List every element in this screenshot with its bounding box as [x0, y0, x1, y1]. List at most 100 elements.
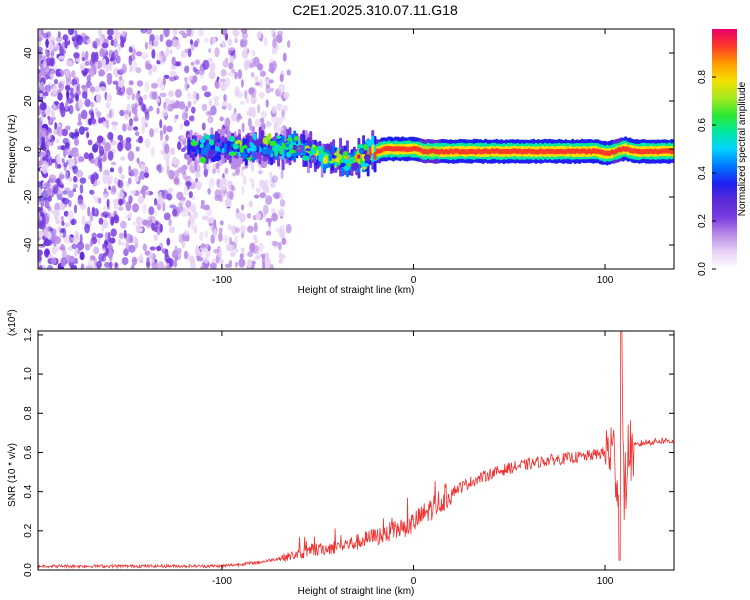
- noise-speckle: [61, 248, 67, 259]
- noise-speckle: [117, 43, 122, 52]
- ridge-cell: [534, 149, 538, 155]
- noise-speckle: [87, 258, 94, 266]
- noise-speckle: [117, 179, 124, 189]
- ridge-cell: [640, 149, 644, 155]
- noise-speckle: [111, 161, 117, 166]
- ridge-cell: [507, 148, 510, 155]
- ridge-cell: [221, 147, 225, 154]
- noise-speckle: [44, 200, 50, 209]
- noise-speckle: [66, 60, 73, 67]
- noise-speckle: [38, 206, 43, 212]
- noise-speckle: [106, 174, 114, 184]
- noise-speckle: [279, 199, 286, 207]
- noise-speckle: [137, 195, 144, 205]
- noise-speckle: [79, 233, 83, 244]
- noise-speckle: [159, 119, 163, 129]
- noise-speckle: [184, 65, 190, 74]
- noise-speckle: [58, 203, 66, 209]
- ridge-cell: [355, 154, 359, 162]
- ridge-cell: [442, 149, 446, 155]
- noise-speckle: [114, 49, 119, 59]
- noise-speckle: [102, 173, 109, 184]
- noise-speckle: [265, 99, 269, 108]
- noise-speckle: [269, 171, 273, 179]
- noise-speckle: [57, 92, 63, 101]
- noise-speckle: [81, 84, 86, 90]
- noise-speckle: [73, 184, 78, 189]
- noise-speckle: [268, 66, 275, 73]
- spectrogram-x-axis: -100 0 100: [212, 29, 614, 286]
- ridge-cell: [217, 145, 221, 153]
- noise-speckle: [207, 57, 213, 63]
- noise-speckle: [276, 116, 283, 126]
- noise-speckle: [231, 225, 237, 236]
- ridge-cell: [543, 149, 547, 155]
- noise-speckle: [60, 243, 65, 250]
- ridge-blob: [203, 134, 211, 140]
- noise-speckle: [146, 189, 150, 196]
- noise-speckle: [136, 51, 143, 57]
- noise-speckle: [278, 208, 285, 217]
- ridge-cell: [362, 153, 365, 161]
- y-tick-label: 0.6: [23, 445, 34, 459]
- noise-speckle: [76, 89, 82, 96]
- noise-speckle: [223, 179, 231, 190]
- ridge-cell: [532, 149, 536, 155]
- noise-speckle: [254, 194, 260, 199]
- noise-speckle: [237, 113, 241, 118]
- noise-speckle: [93, 246, 100, 255]
- noise-speckle: [233, 107, 237, 114]
- ridge-blob: [261, 149, 270, 154]
- noise-speckle: [94, 86, 100, 93]
- noise-speckle: [60, 257, 66, 268]
- noise-speckle: [153, 127, 159, 134]
- noise-speckle: [91, 232, 97, 240]
- noise-speckle: [181, 112, 188, 121]
- noise-speckle: [97, 180, 101, 186]
- noise-speckle: [48, 156, 53, 166]
- noise-speckle: [144, 138, 151, 149]
- noise-speckle: [45, 57, 53, 66]
- noise-speckle: [237, 69, 243, 80]
- noise-speckle: [278, 241, 282, 251]
- noise-speckle: [276, 103, 283, 111]
- noise-speckle: [149, 91, 156, 100]
- ridge-cell: [415, 146, 418, 152]
- noise-speckle: [269, 182, 276, 188]
- noise-speckle: [265, 195, 273, 205]
- ridge-cell: [419, 147, 423, 153]
- ridge-cell: [479, 149, 483, 155]
- noise-speckle: [169, 127, 173, 132]
- noise-speckle: [272, 31, 276, 42]
- noise-speckle: [63, 162, 68, 168]
- noise-speckle: [280, 115, 286, 120]
- ridge-cell: [228, 141, 232, 147]
- noise-speckle: [60, 215, 64, 222]
- ridge-cell: [265, 144, 269, 151]
- noise-speckle: [76, 170, 84, 178]
- noise-speckle: [258, 78, 263, 88]
- noise-speckle: [259, 192, 267, 199]
- noise-speckle: [162, 77, 166, 86]
- ridge-cell: [474, 149, 478, 155]
- ridge-cell: [663, 148, 667, 154]
- ridge-cell: [610, 149, 614, 155]
- noise-speckle: [184, 81, 189, 92]
- noise-speckle: [172, 156, 177, 164]
- noise-speckle: [200, 204, 204, 209]
- noise-speckle: [226, 72, 234, 77]
- noise-speckle: [221, 105, 227, 110]
- noise-speckle: [110, 216, 115, 226]
- noise-speckle: [250, 94, 257, 105]
- noise-speckle: [214, 47, 220, 58]
- ridge-cell: [667, 148, 671, 154]
- noise-speckle: [120, 174, 125, 180]
- noise-speckle: [68, 104, 74, 115]
- noise-speckle: [200, 264, 207, 269]
- noise-speckle: [57, 31, 61, 38]
- spectrogram-x-label: Height of straight line (km): [298, 285, 415, 296]
- noise-speckle: [84, 52, 89, 61]
- noise-speckle: [257, 103, 261, 114]
- noise-speckle: [266, 120, 270, 128]
- noise-speckle: [41, 197, 49, 202]
